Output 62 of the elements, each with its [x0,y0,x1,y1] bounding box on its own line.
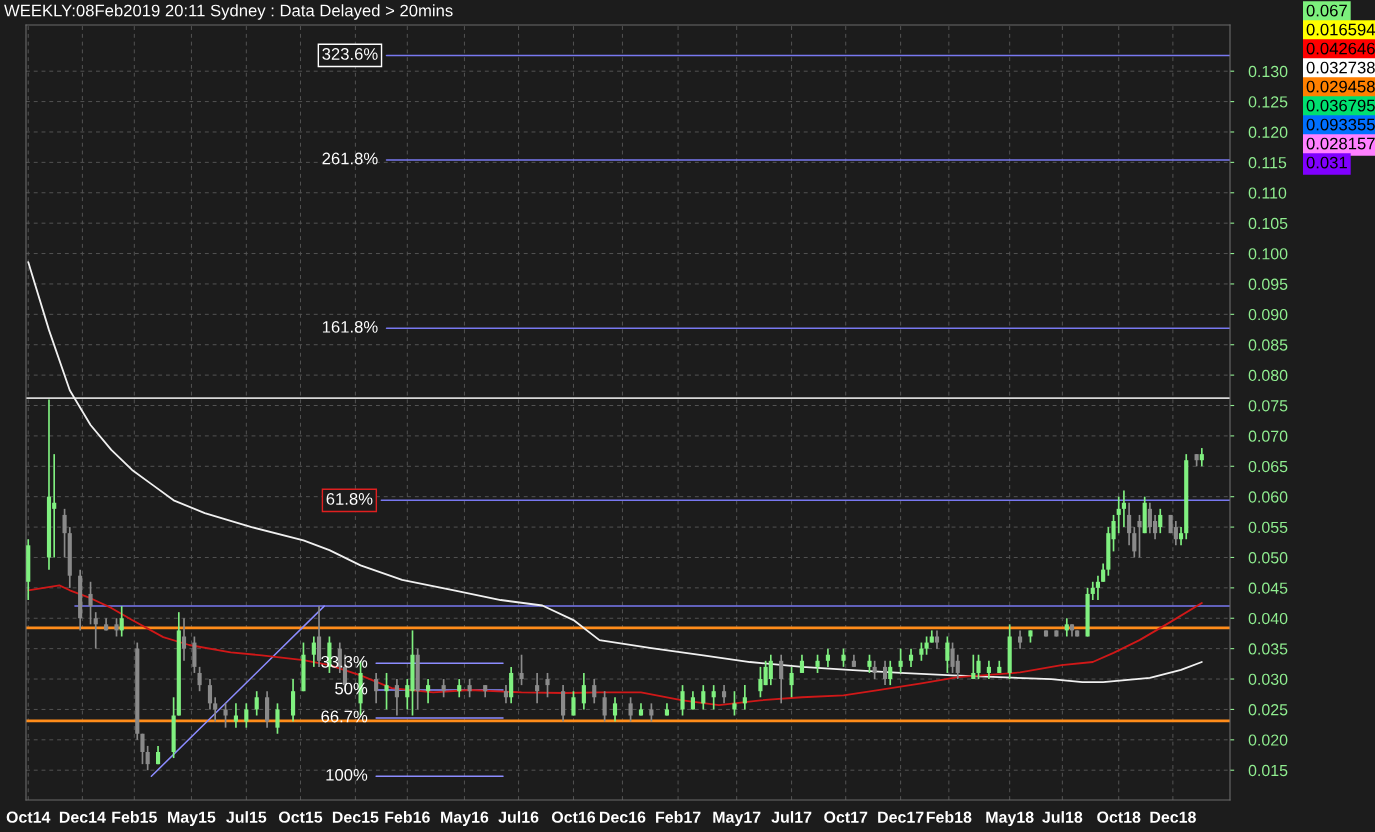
x-tick-label: May17 [713,811,761,826]
x-tick-label: Oct18 [1097,811,1141,823]
text: 0.067 [1306,4,1347,17]
y-tick-label: 0.105 [1248,217,1288,230]
series-label: 100% [326,768,368,781]
x-tick-label: May18 [986,811,1034,826]
y-tick-label: 0.095 [1248,278,1288,290]
x-tick-label: Oct15 [278,811,323,823]
y-tick-label: 0.115 [1248,157,1287,169]
x-tick-label: Feb15 [112,811,157,823]
y-tick-label: 0.085 [1248,339,1288,351]
x-tick-label: Dec15 [332,811,379,823]
y-tick-label: 0.075 [1248,400,1288,412]
text: 0.042646 [1306,42,1375,55]
series-label: 66.7% [321,710,368,723]
text: 0.029458 [1306,80,1375,93]
y-tick-label: 0.130 [1248,65,1288,78]
text: 0.036795 [1306,99,1375,112]
text: 0.032738 [1306,61,1375,74]
y-tick-label: 0.070 [1248,430,1288,442]
text: 0.093355 [1306,118,1375,131]
x-tick-label: Dec16 [599,811,646,823]
x-tick-label: Oct16 [551,811,596,823]
series-label: 61.8% [326,493,373,505]
x-tick-label: Feb16 [385,811,430,823]
y-tick-label: 0.100 [1248,248,1288,260]
y-tick-label: 0.080 [1248,369,1288,382]
text: 0.016594 [1306,23,1375,36]
y-tick-label: 0.110 [1248,187,1287,199]
chart-title: WEEKLY:08Feb2019 20:11 Sydney : Data Delayed > 20mins [4,4,453,20]
x-tick-label: May15 [168,811,216,826]
x-tick-label: Dec18 [1150,811,1196,823]
x-tick-label: Feb17 [656,811,701,823]
y-tick-label: 0.015 [1248,764,1288,777]
x-tick-label: Dec14 [59,811,106,823]
text: 0.031 [1306,156,1347,169]
y-tick-label: 0.090 [1248,308,1288,321]
y-tick-label: 0.040 [1248,612,1288,625]
x-tick-label: Jul17 [771,811,812,823]
y-tick-label: 0.055 [1248,521,1288,534]
series-label: 323.6% [322,48,378,60]
x-tick-label: Oct14 [6,811,51,823]
y-tick-label: 0.125 [1248,96,1288,108]
y-tick-label: 0.045 [1248,582,1288,594]
text: 0.028157 [1306,137,1375,150]
y-tick-label: 0.025 [1248,704,1288,716]
series-label: 261.8% [322,152,378,165]
y-tick-label: 0.035 [1248,643,1288,655]
x-tick-label: Jul16 [498,811,539,823]
y-tick-label: 0.030 [1248,673,1288,685]
x-tick-label: Dec17 [878,811,924,823]
y-tick-label: 0.060 [1248,491,1288,503]
y-tick-label: 0.020 [1248,734,1288,746]
x-tick-label: Oct17 [824,811,868,823]
y-tick-label: 0.050 [1248,552,1288,564]
x-tick-label: May16 [441,811,489,826]
series-label: 161.8% [322,320,378,333]
y-tick-label: 0.120 [1248,126,1288,138]
x-tick-label: Jul18 [1042,811,1083,823]
x-tick-label: Feb18 [926,811,972,823]
x-tick-label: Jul15 [226,811,267,823]
y-tick-label: 0.065 [1248,460,1288,473]
